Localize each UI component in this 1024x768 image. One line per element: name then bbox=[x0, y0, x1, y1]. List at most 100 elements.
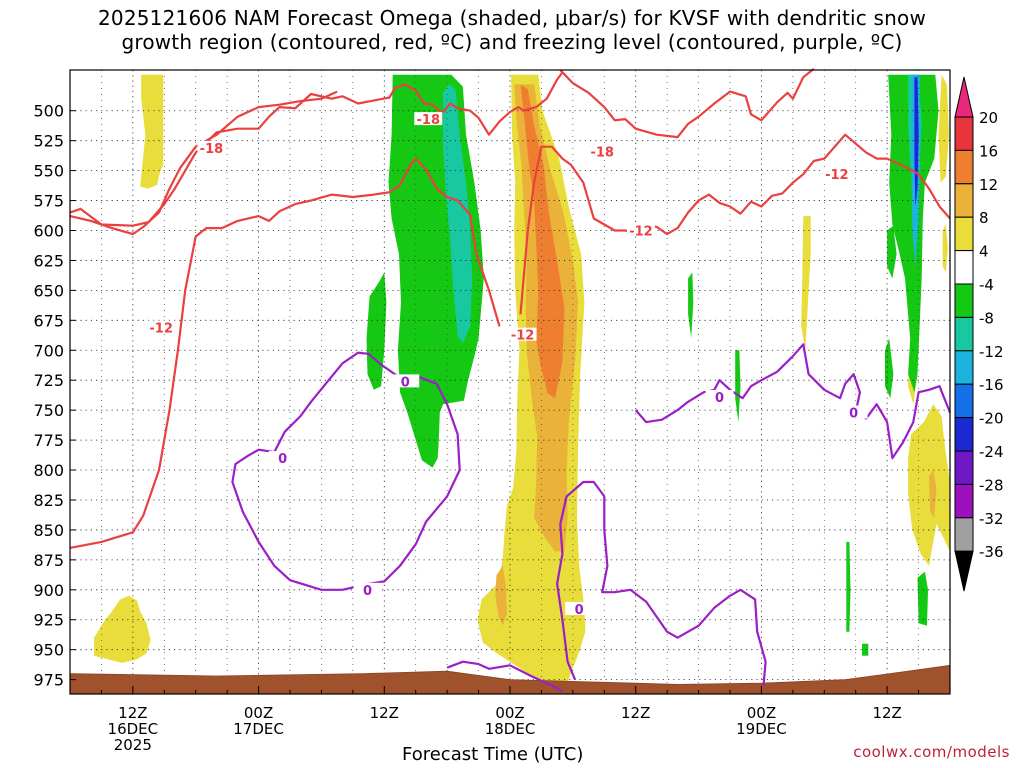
contour-label-bg bbox=[839, 405, 868, 419]
contour-label-bg bbox=[705, 389, 734, 403]
colorbar-label: -16 bbox=[979, 376, 1004, 394]
colorbar-label: 16 bbox=[979, 142, 998, 160]
omega-region-19 bbox=[887, 225, 897, 279]
freezing-contour-3 bbox=[634, 343, 952, 460]
y-tick-label: 925 bbox=[33, 611, 64, 630]
contour-label: -12 bbox=[511, 329, 535, 344]
dgz-contour-0 bbox=[69, 71, 564, 227]
colorbar-label: -8 bbox=[979, 309, 994, 327]
y-tick-label: 875 bbox=[33, 551, 64, 570]
contour-label-bg bbox=[822, 167, 851, 181]
colorbar-label: 12 bbox=[979, 176, 998, 194]
y-tick-label: 825 bbox=[33, 491, 64, 510]
colorbar-bin bbox=[954, 517, 974, 552]
x-tick-label: 00Z bbox=[747, 704, 776, 722]
colorbar-label: -28 bbox=[979, 476, 1004, 494]
x-tick-label: 00Z bbox=[495, 704, 524, 722]
contour-label: -18 bbox=[200, 142, 224, 157]
dgz-contour-3 bbox=[69, 157, 501, 549]
y-tick-label: 625 bbox=[33, 251, 64, 270]
freezing-contour-0 bbox=[446, 660, 563, 693]
contour-label: 0 bbox=[363, 584, 372, 599]
colorbar-bin bbox=[954, 350, 974, 385]
y-tick-label: 750 bbox=[33, 401, 64, 420]
x-tick-label: 2025 bbox=[114, 736, 152, 754]
colorbar-label: -20 bbox=[979, 410, 1004, 428]
colorbar-label: -4 bbox=[979, 276, 994, 294]
y-tick-label: 650 bbox=[33, 281, 64, 300]
y-tick-label: 550 bbox=[33, 162, 64, 181]
y-tick-label: 950 bbox=[33, 641, 64, 660]
contour-label: -12 bbox=[149, 322, 173, 337]
colorbar-bin bbox=[954, 450, 974, 485]
y-tick-label: 525 bbox=[33, 132, 64, 151]
contour-label-bg bbox=[147, 320, 176, 334]
freezing-contour-1 bbox=[231, 351, 461, 591]
y-tick-label: 575 bbox=[33, 192, 64, 211]
y-tick-label: 675 bbox=[33, 311, 64, 330]
x-tick-label: 12Z bbox=[621, 704, 650, 722]
x-tick-label: 00Z bbox=[244, 704, 273, 722]
contour-label-bg bbox=[414, 112, 443, 126]
omega-region-24 bbox=[917, 571, 928, 626]
colorbar: 20 16 12 8 4 -4 -8 -12 -16 -20 -24 -28 -32 -36 bbox=[954, 76, 1004, 592]
omega-region-1 bbox=[94, 595, 151, 663]
x-tick-label: 12Z bbox=[872, 704, 901, 722]
colorbar-bin bbox=[954, 183, 974, 218]
colorbar-bin bbox=[954, 149, 974, 185]
colorbar-bin bbox=[954, 483, 974, 519]
colorbar-label: -36 bbox=[979, 543, 1004, 561]
omega-region-14 bbox=[929, 470, 937, 518]
x-axis-label: Forecast Time (UTC) bbox=[402, 744, 584, 765]
y-tick-label: 900 bbox=[33, 581, 64, 600]
colorbar-bin bbox=[954, 316, 974, 352]
omega-region-9 bbox=[938, 74, 949, 183]
contour-label: -18 bbox=[417, 113, 441, 128]
contour-label-bg bbox=[588, 144, 617, 158]
colorbar-label: -12 bbox=[979, 343, 1004, 361]
title-line-1: 2025121606 NAM Forecast Omega (shaded, μ… bbox=[97, 6, 927, 30]
omega-region-13 bbox=[908, 404, 950, 566]
omega-region-4 bbox=[443, 84, 473, 344]
omega-region-0 bbox=[140, 74, 164, 189]
contour-label-bg bbox=[391, 374, 420, 388]
contour-layer bbox=[69, 67, 952, 693]
colorbar-bin bbox=[954, 283, 974, 318]
colorbar-bottom-arrow bbox=[954, 550, 974, 592]
y-tick-label: 725 bbox=[33, 371, 64, 390]
contour-label-bg bbox=[626, 223, 655, 237]
credit-text: coolwx.com/models bbox=[853, 743, 1010, 761]
y-tick-label: 775 bbox=[33, 431, 64, 450]
omega-region-3 bbox=[366, 272, 387, 390]
dgz-contour-2 bbox=[69, 90, 338, 236]
colorbar-bin bbox=[954, 250, 974, 285]
omega-region-8 bbox=[495, 565, 507, 626]
dgz-contour-4 bbox=[519, 133, 951, 315]
contour-label-bg bbox=[197, 140, 226, 154]
dgz-contour-1 bbox=[559, 67, 815, 139]
contour-label: 0 bbox=[849, 407, 858, 422]
colorbar-label: 4 bbox=[979, 243, 989, 261]
contour-label: -12 bbox=[825, 168, 849, 183]
colorbar-bin bbox=[954, 216, 974, 252]
x-tick-label: 19DEC bbox=[736, 720, 787, 738]
y-tick-label: 850 bbox=[33, 521, 64, 540]
colorbar-bin bbox=[954, 417, 974, 452]
contour-label: 0 bbox=[278, 452, 287, 467]
omega-region-23 bbox=[846, 541, 851, 632]
omega-shading-layer bbox=[94, 74, 950, 686]
y-tick-label: 975 bbox=[33, 671, 64, 690]
omega-region-10 bbox=[942, 224, 948, 273]
y-tick-label: 800 bbox=[33, 461, 64, 480]
contour-label-bg bbox=[268, 451, 297, 465]
contour-labels: -18 -12 -18 -18 -12 -12 -12 0 0 0 0 0 0 bbox=[147, 112, 868, 618]
chart-title: 2025121606 NAM Forecast Omega (shaded, μ… bbox=[0, 6, 1024, 54]
colorbar-label: 8 bbox=[979, 209, 989, 227]
x-tick-label: 18DEC bbox=[485, 720, 536, 738]
omega-region-25 bbox=[862, 643, 869, 656]
omega-region-11 bbox=[801, 216, 811, 351]
contour-label: 0 bbox=[575, 603, 584, 618]
contour-label: 0 bbox=[401, 375, 410, 390]
